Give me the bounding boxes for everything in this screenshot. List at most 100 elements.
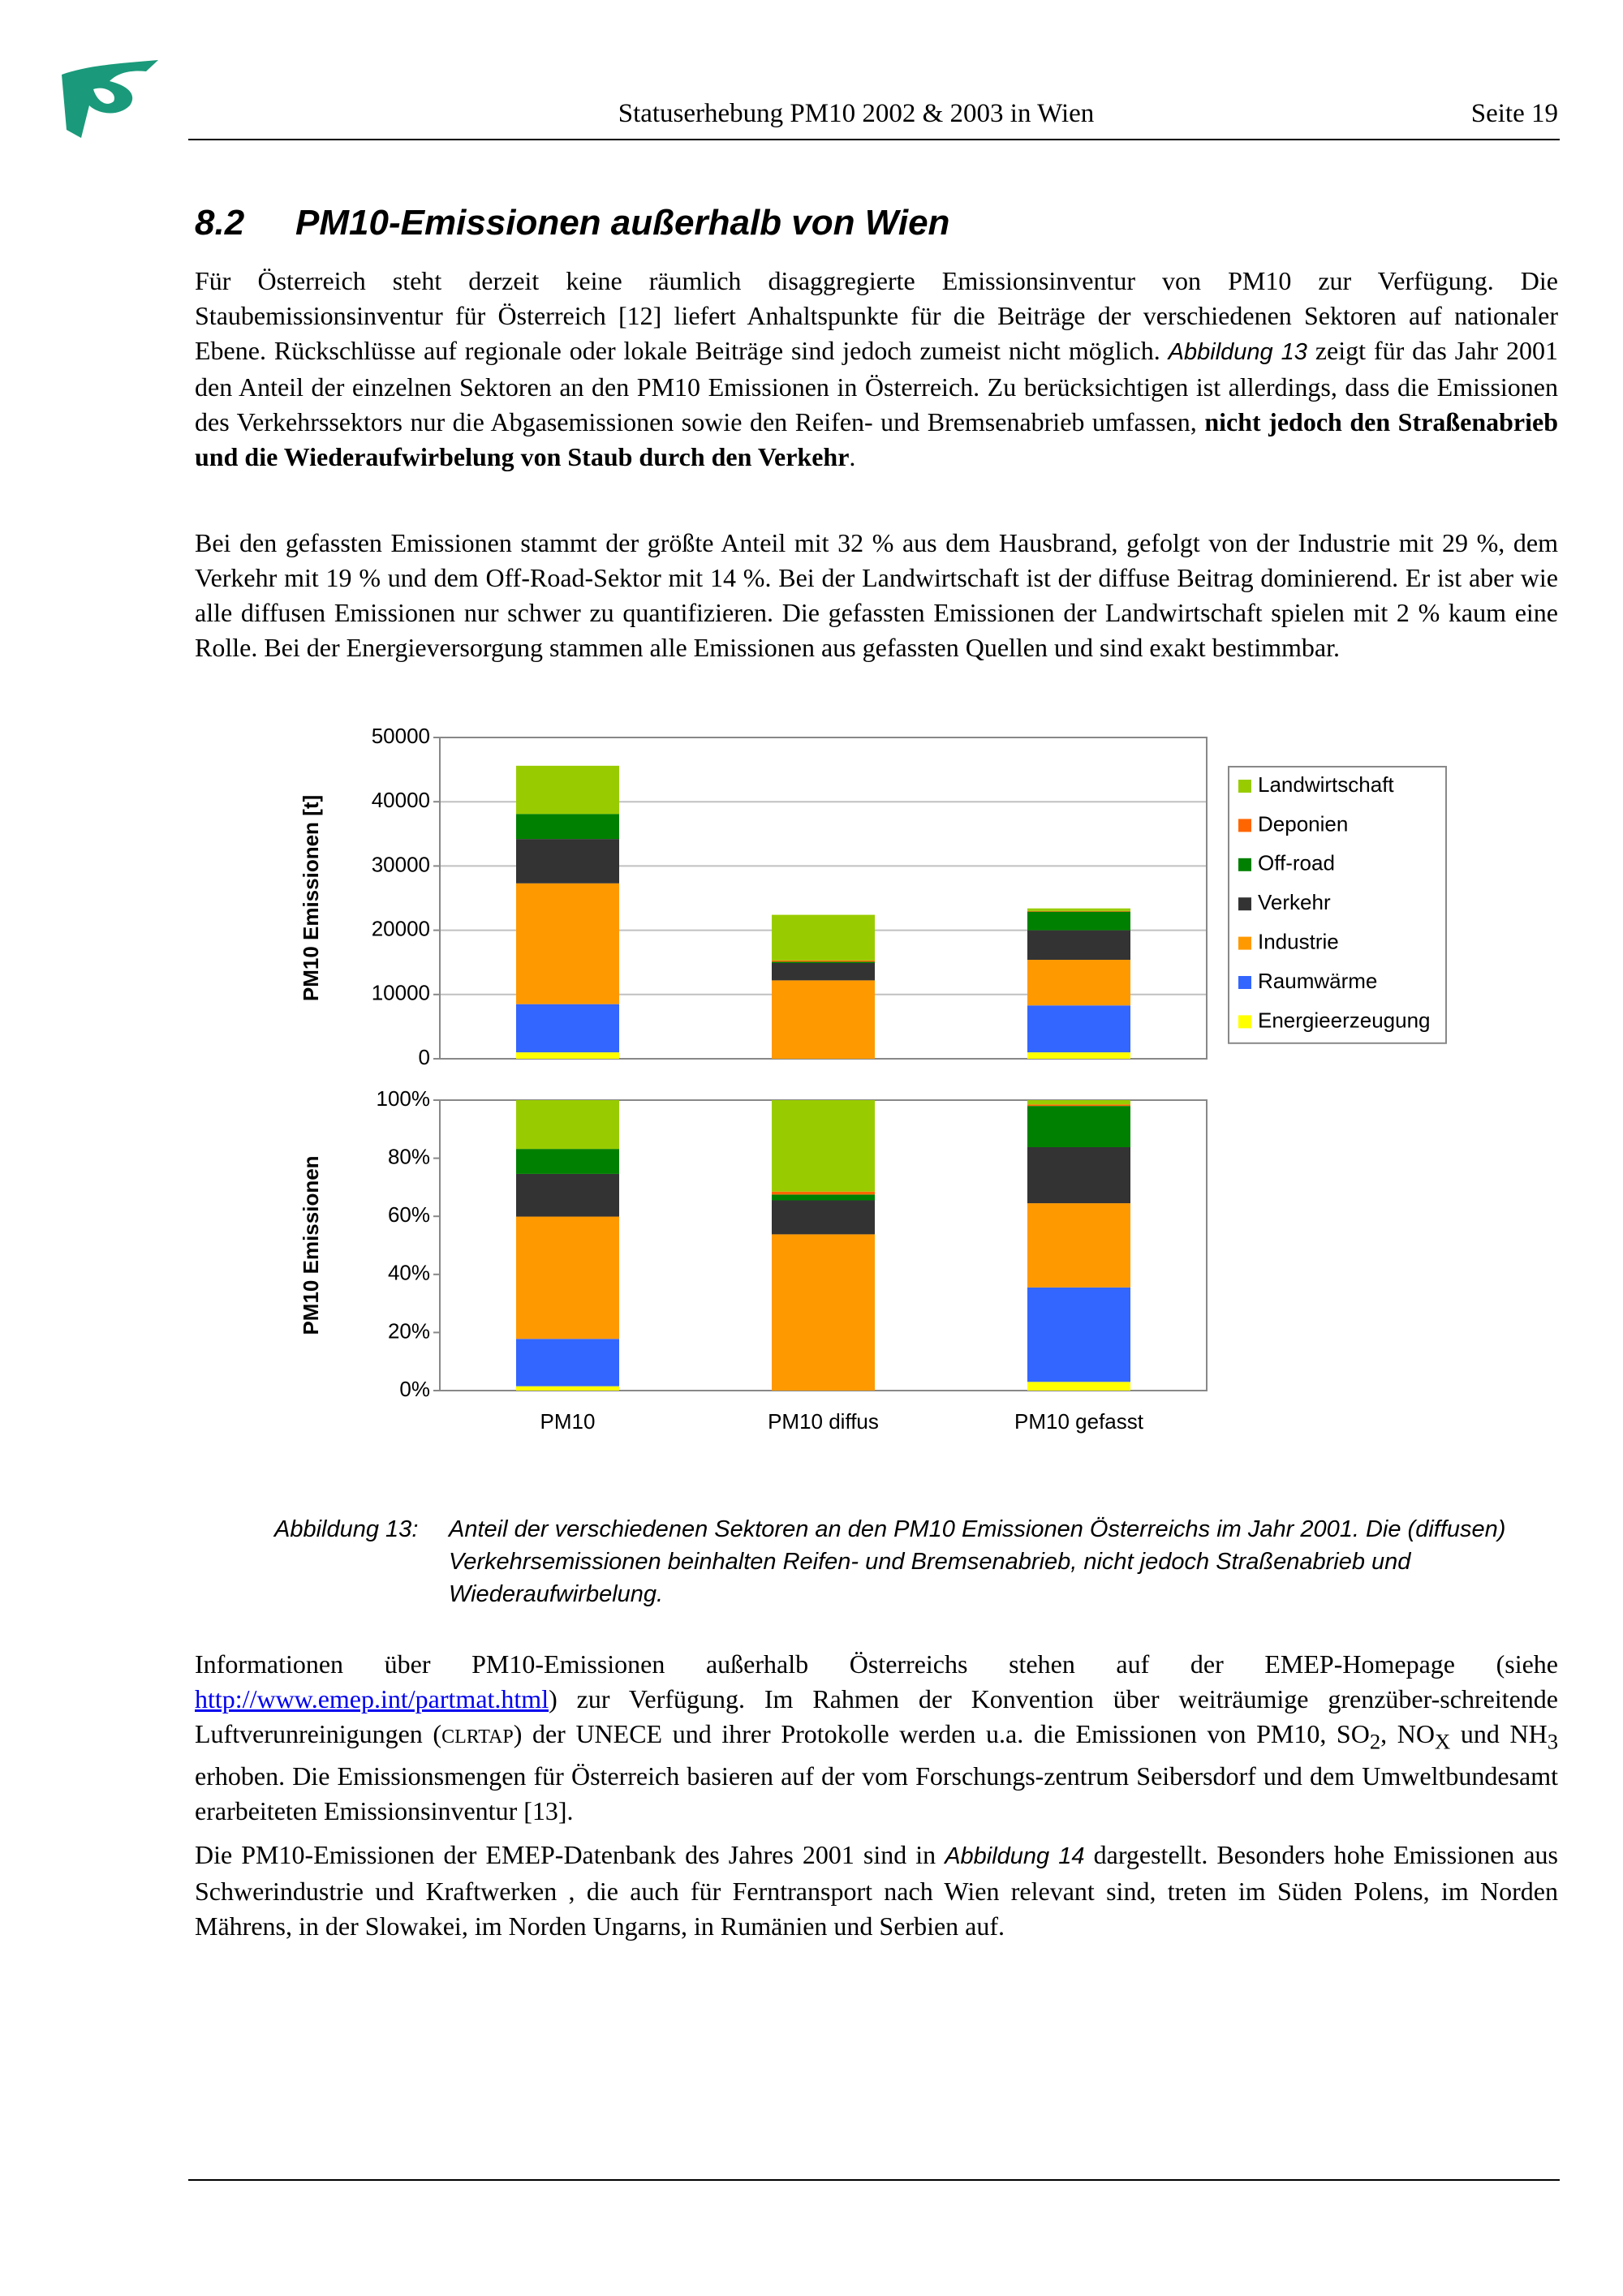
x-tick-label: PM10 gefasst bbox=[1014, 1409, 1144, 1434]
legend-label: Deponien bbox=[1258, 811, 1348, 836]
bar-segment bbox=[1027, 930, 1130, 961]
bar-segment bbox=[772, 1100, 875, 1192]
page-number: Seite 19 bbox=[1470, 99, 1558, 128]
bar-segment bbox=[772, 1234, 875, 1391]
legend-frame bbox=[1228, 766, 1447, 1044]
x-tick-label: PM10 bbox=[540, 1409, 596, 1434]
bar-segment bbox=[516, 1149, 619, 1174]
y-tick-label: 60% bbox=[388, 1202, 430, 1227]
bar-segment bbox=[1027, 910, 1130, 912]
y-tick-label: 50000 bbox=[372, 724, 430, 748]
bar-segment bbox=[1027, 1052, 1130, 1059]
section-title: PM10-Emissionen außerhalb von Wien bbox=[295, 203, 950, 243]
bar-segment bbox=[1027, 1203, 1130, 1288]
subscript: X bbox=[1435, 1729, 1451, 1754]
text: Informationen über PM10-Emissionen außer… bbox=[195, 1649, 1558, 1679]
bar-segment bbox=[772, 914, 875, 961]
legend-label: Verkehr bbox=[1258, 890, 1331, 914]
bar-segment bbox=[516, 1339, 619, 1387]
legend-swatch bbox=[1238, 819, 1251, 832]
bar-segment bbox=[516, 1216, 619, 1339]
y-tick-label: 20000 bbox=[372, 916, 430, 940]
bar-segment bbox=[1027, 1146, 1130, 1204]
bar-segment bbox=[772, 962, 875, 981]
bar-segment bbox=[1027, 1104, 1130, 1107]
header-title: Statuserhebung PM10 2002 & 2003 in Wien bbox=[618, 99, 1095, 128]
bar-segment bbox=[772, 980, 875, 1059]
bar-segment bbox=[1027, 911, 1130, 931]
bar-segment bbox=[516, 814, 619, 840]
paragraph: Bei den gefassten Emissionen stammt der … bbox=[195, 526, 1558, 665]
bar-segment bbox=[1027, 908, 1130, 911]
text: Für Österreich steht derzeit keine räuml… bbox=[195, 266, 1558, 365]
bar-segment bbox=[772, 961, 875, 963]
bar-segment bbox=[772, 960, 875, 962]
subscript: 3 bbox=[1547, 1729, 1559, 1754]
legend-label: Raumwärme bbox=[1258, 969, 1377, 993]
text: , NO bbox=[1380, 1719, 1435, 1748]
bar-segment bbox=[516, 1004, 619, 1053]
y-tick-label: 80% bbox=[388, 1144, 430, 1168]
y-tick-label: 10000 bbox=[372, 981, 430, 1005]
bar-segment bbox=[1027, 1106, 1130, 1147]
legend-label: Landwirtschaft bbox=[1258, 772, 1394, 797]
y-tick-label: 20% bbox=[388, 1318, 430, 1343]
legend-swatch bbox=[1238, 858, 1251, 871]
y-axis-title: PM10 Emissionen bbox=[299, 1155, 323, 1335]
text: dargestellt. Besonders hohe Emissionen a… bbox=[195, 1840, 1558, 1941]
subscript: 2 bbox=[1369, 1729, 1381, 1754]
bar-segment bbox=[516, 1173, 619, 1217]
legend-swatch bbox=[1238, 897, 1251, 911]
paragraph: Die PM10-Emissionen der EMEP-Datenbank d… bbox=[195, 1838, 1558, 1944]
y-tick-label: 30000 bbox=[372, 852, 430, 876]
bar-segment bbox=[772, 1191, 875, 1195]
figure-ref: Abbildung 13 bbox=[1168, 339, 1307, 365]
text: Bei den gefassten Emissionen stammt der … bbox=[195, 528, 1558, 662]
bar-segment bbox=[1027, 1287, 1130, 1382]
x-tick-label: PM10 diffus bbox=[768, 1409, 879, 1434]
text: . bbox=[849, 442, 856, 471]
y-tick-label: 0 bbox=[419, 1045, 430, 1069]
legend-label: Off-road bbox=[1258, 851, 1335, 875]
caption-label: Abbildung 13: bbox=[274, 1516, 419, 1542]
y-tick-label: 40% bbox=[388, 1261, 430, 1285]
bar-segment bbox=[516, 1100, 619, 1150]
link[interactable]: http://www.emep.int/partmat.html bbox=[195, 1684, 549, 1713]
legend-swatch bbox=[1238, 976, 1251, 989]
paragraph: Informationen über PM10-Emissionen außer… bbox=[195, 1647, 1558, 1829]
chart: 0 10000 20000 30000 40000 50000 PM10 Emissione… bbox=[299, 724, 1447, 1434]
legend-swatch bbox=[1238, 780, 1251, 793]
header-rule bbox=[188, 139, 1560, 140]
legend-swatch bbox=[1238, 1015, 1251, 1029]
y-tick-label: 100% bbox=[377, 1086, 431, 1111]
logo bbox=[62, 60, 158, 138]
bar-segment bbox=[516, 1386, 619, 1391]
bar-segment bbox=[1027, 960, 1130, 1006]
text: CLRTAP bbox=[441, 1726, 514, 1748]
bar-segment bbox=[516, 883, 619, 1004]
figure-ref: Abbildung 14 bbox=[945, 1843, 1085, 1869]
section-number: 8.2 bbox=[195, 203, 245, 243]
bar-segment bbox=[516, 1052, 619, 1059]
bar-segment bbox=[772, 1200, 875, 1235]
text: und NH bbox=[1450, 1719, 1548, 1748]
bar-segment bbox=[516, 839, 619, 884]
bar-segment bbox=[772, 1194, 875, 1201]
y-tick-label: 0% bbox=[399, 1377, 430, 1401]
legend-label: Energieerzeugung bbox=[1258, 1008, 1431, 1032]
bar-segment bbox=[1027, 1100, 1130, 1105]
bar-segment bbox=[1027, 1005, 1130, 1053]
paragraph: Für Österreich steht derzeit keine räuml… bbox=[195, 264, 1558, 475]
text: ) der UNECE und ihrer Protokolle werden … bbox=[513, 1719, 1370, 1748]
text: Die PM10-Emissionen der EMEP-Datenbank d… bbox=[195, 1840, 945, 1869]
bar-segment bbox=[1027, 1382, 1130, 1391]
bar-segment bbox=[516, 765, 619, 815]
logo-eye bbox=[93, 88, 114, 104]
bold-text: nicht jedoch den Straßenabrieb und die W… bbox=[195, 407, 1559, 471]
y-tick-label: 40000 bbox=[372, 788, 430, 812]
caption-text: Anteil der verschiedenen Sektoren an den… bbox=[449, 1516, 1506, 1607]
text: ) zur Verfügung. Im Rahmen der Konventio… bbox=[195, 1684, 1558, 1748]
legend-label: Industrie bbox=[1258, 929, 1339, 953]
